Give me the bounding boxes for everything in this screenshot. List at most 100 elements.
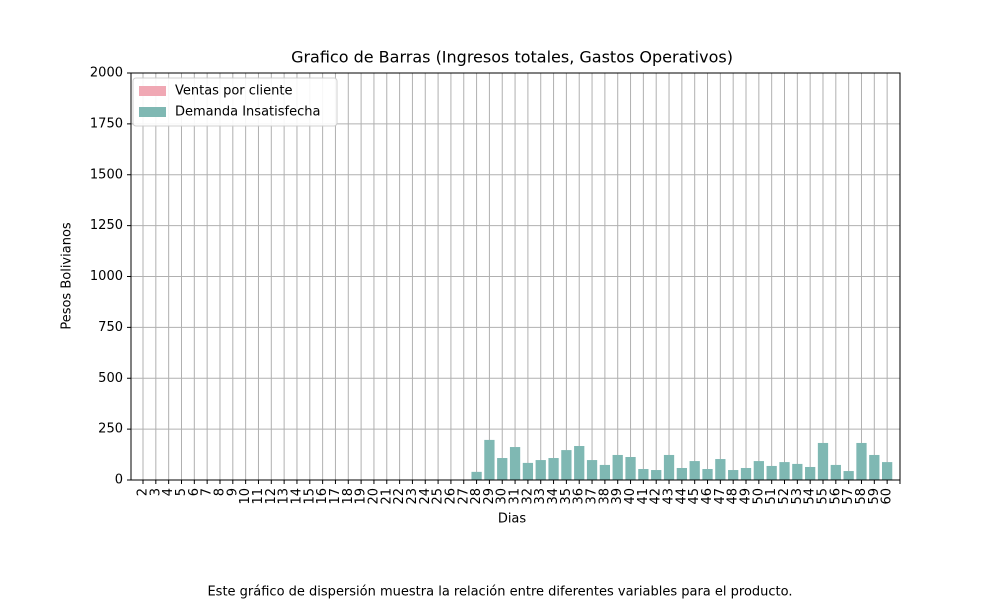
y-tick-label: 750 bbox=[98, 320, 123, 335]
x-tick-label: 58 bbox=[854, 488, 869, 505]
bar bbox=[792, 463, 803, 480]
x-tick-label: 55 bbox=[815, 488, 830, 505]
x-tick-label: 32 bbox=[520, 488, 535, 505]
plot-frame bbox=[130, 72, 901, 481]
x-axis-label: Dias bbox=[498, 512, 527, 527]
x-tick-label: 39 bbox=[610, 488, 625, 505]
bar bbox=[548, 458, 559, 480]
x-tick-label: 16 bbox=[315, 488, 330, 505]
bar bbox=[638, 469, 649, 480]
x-tick-label: 56 bbox=[828, 488, 843, 505]
x-tick-label: 24 bbox=[418, 488, 433, 505]
x-tick-label: 49 bbox=[739, 488, 754, 505]
x-tick-label: 59 bbox=[867, 488, 882, 505]
legend-label: Ventas por cliente bbox=[175, 84, 292, 99]
bar bbox=[663, 454, 675, 480]
y-tick-label: 1500 bbox=[90, 167, 123, 182]
x-tick-label: 21 bbox=[379, 488, 394, 505]
x-tick-label: 43 bbox=[662, 488, 677, 505]
x-tick-label: 4 bbox=[161, 488, 176, 496]
x-tick-label: 10 bbox=[238, 488, 253, 505]
bar bbox=[651, 470, 662, 480]
x-tick-label: 15 bbox=[302, 488, 317, 505]
bar bbox=[676, 467, 687, 480]
bar bbox=[817, 442, 829, 480]
x-tick-label: 12 bbox=[264, 488, 279, 505]
x-tick-label: 28 bbox=[469, 488, 484, 505]
x-tick-label: 38 bbox=[597, 488, 612, 505]
bar bbox=[740, 467, 752, 480]
bar bbox=[497, 458, 508, 480]
x-tick-label: 47 bbox=[713, 488, 728, 505]
bar bbox=[522, 462, 534, 480]
x-tick-label: 44 bbox=[674, 488, 689, 505]
x-tick-label: 17 bbox=[328, 488, 343, 505]
y-tick-label: 1000 bbox=[90, 269, 123, 284]
bar bbox=[830, 464, 841, 480]
bar bbox=[843, 471, 854, 480]
legend-label: Demanda Insatisfecha bbox=[175, 105, 320, 120]
legend-swatch bbox=[139, 86, 166, 96]
x-tick-label: 45 bbox=[687, 488, 702, 505]
x-tick-label: 27 bbox=[456, 488, 471, 505]
x-tick-label: 34 bbox=[546, 488, 561, 505]
x-tick-label: 41 bbox=[636, 488, 651, 505]
x-tick-label: 54 bbox=[803, 488, 818, 505]
x-tick-label: 14 bbox=[289, 488, 304, 505]
bar bbox=[586, 460, 598, 480]
x-tick-label: 33 bbox=[533, 488, 548, 505]
y-axis-label: Pesos Bolivianos bbox=[60, 222, 75, 330]
y-tick-label: 500 bbox=[98, 371, 123, 386]
x-tick-label: 50 bbox=[751, 488, 766, 505]
x-tick-label: 13 bbox=[277, 488, 292, 505]
x-tick-label: 46 bbox=[700, 488, 715, 505]
x-tick-label: 60 bbox=[880, 488, 895, 505]
x-tick-label: 5 bbox=[174, 488, 189, 496]
bar bbox=[625, 457, 636, 480]
y-tick-label: 1250 bbox=[90, 218, 123, 233]
x-tick-label: 51 bbox=[764, 488, 779, 505]
y-tick-label: 0 bbox=[115, 473, 123, 488]
bar bbox=[779, 462, 790, 480]
y-tick-label: 2000 bbox=[90, 66, 123, 81]
x-tick-label: 22 bbox=[392, 488, 407, 505]
bar bbox=[484, 439, 495, 480]
bar bbox=[805, 466, 816, 480]
x-tick-label: 20 bbox=[366, 488, 381, 505]
bar bbox=[869, 454, 880, 480]
x-tick-label: 48 bbox=[726, 488, 741, 505]
x-tick-label: 35 bbox=[559, 488, 574, 505]
x-tick-label: 25 bbox=[431, 488, 446, 505]
bar bbox=[702, 469, 713, 480]
legend-swatch bbox=[139, 107, 166, 117]
x-tick-label: 26 bbox=[443, 488, 458, 505]
x-tick-label: 19 bbox=[354, 488, 369, 505]
bar bbox=[856, 442, 867, 480]
x-tick-label: 57 bbox=[841, 488, 856, 505]
x-tick-label: 52 bbox=[777, 488, 792, 505]
bar bbox=[882, 462, 893, 480]
bar bbox=[728, 470, 739, 480]
x-tick-label: 2 bbox=[136, 488, 151, 496]
bar bbox=[689, 461, 700, 480]
bar bbox=[612, 454, 623, 480]
bar bbox=[574, 446, 585, 480]
x-tick-label: 8 bbox=[212, 488, 227, 496]
bar bbox=[599, 464, 611, 480]
x-tick-label: 11 bbox=[251, 488, 266, 505]
bar bbox=[471, 471, 482, 480]
x-tick-label: 36 bbox=[572, 488, 587, 505]
chart-title: Grafico de Barras (Ingresos totales, Gas… bbox=[291, 48, 733, 67]
x-tick-label: 3 bbox=[148, 488, 163, 496]
bar bbox=[715, 459, 726, 480]
bar bbox=[766, 465, 777, 480]
x-tick-label: 53 bbox=[790, 488, 805, 505]
x-tick-label: 42 bbox=[649, 488, 664, 505]
y-tick-label: 1750 bbox=[90, 116, 123, 131]
x-tick-label: 37 bbox=[585, 488, 600, 505]
bar bbox=[535, 460, 546, 480]
x-tick-label: 18 bbox=[341, 488, 356, 505]
x-tick-label: 9 bbox=[225, 488, 240, 496]
x-tick-label: 23 bbox=[405, 488, 420, 505]
